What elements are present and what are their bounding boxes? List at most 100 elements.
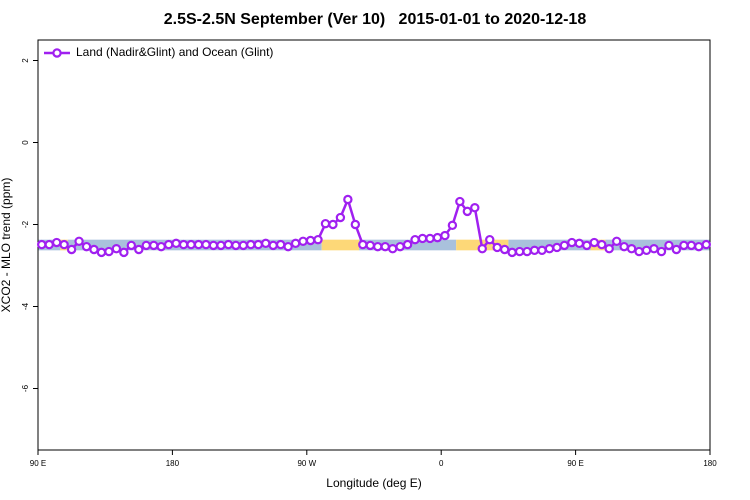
data-point <box>275 239 286 250</box>
data-point <box>679 240 689 251</box>
data-point <box>365 240 375 251</box>
data-point <box>477 243 487 254</box>
y-tick-label: 2 <box>21 58 30 63</box>
data-point <box>641 245 652 256</box>
data-point <box>492 242 502 253</box>
data-point <box>455 196 465 207</box>
data-point <box>387 243 398 254</box>
y-axis-label: XCO2 - MLO trend (ppm) <box>0 178 13 313</box>
data-point <box>66 244 77 255</box>
data-point <box>574 238 585 249</box>
data-point <box>626 243 637 254</box>
data-point <box>649 243 659 254</box>
data-point <box>529 245 540 256</box>
data-point <box>589 237 599 248</box>
data-point <box>141 240 151 251</box>
data-point <box>156 241 166 252</box>
data-point <box>522 246 532 257</box>
data-point <box>395 241 405 252</box>
data-point <box>335 212 346 223</box>
data-point <box>582 240 592 251</box>
y-tick-label: -2 <box>21 220 30 228</box>
data-point <box>178 239 189 250</box>
data-point <box>111 243 122 254</box>
data-point <box>358 239 368 250</box>
data-point <box>149 240 159 251</box>
data-point <box>499 244 510 255</box>
data-point <box>537 245 547 256</box>
data-point <box>507 247 517 258</box>
data-point <box>664 240 674 251</box>
data-point <box>268 240 278 251</box>
data-point <box>44 239 54 250</box>
data-point <box>380 241 390 252</box>
data-point <box>96 247 107 258</box>
x-tick-label: 90 E <box>567 459 583 468</box>
data-point <box>290 238 301 249</box>
data-point <box>253 239 263 250</box>
data-point <box>604 243 614 254</box>
data-point <box>89 244 99 255</box>
data-point <box>126 240 137 251</box>
data-point <box>186 239 196 250</box>
data-point <box>544 243 555 254</box>
data-point <box>313 234 323 245</box>
data-point <box>223 239 234 250</box>
data-point <box>81 241 92 252</box>
data-point <box>134 244 144 255</box>
data-point <box>432 232 443 243</box>
data-point <box>567 237 577 248</box>
x-tick-label: 90 E <box>30 459 46 468</box>
data-point <box>305 235 316 246</box>
data-point <box>74 236 84 247</box>
data-point <box>350 219 361 230</box>
data-point <box>671 244 682 255</box>
data-point <box>59 239 69 250</box>
data-point <box>634 246 644 257</box>
data-point <box>298 236 308 247</box>
data-point <box>208 240 219 251</box>
data-point <box>410 234 420 245</box>
data-point <box>328 219 338 230</box>
data-point <box>163 239 174 250</box>
data-point <box>343 194 353 205</box>
data-point <box>104 246 114 257</box>
surface-band <box>605 239 710 251</box>
data-point <box>485 234 495 245</box>
data-point <box>417 233 428 244</box>
data-point <box>51 237 62 248</box>
data-point <box>37 239 47 250</box>
data-point <box>686 240 697 251</box>
x-tick-label: 0 <box>439 459 444 468</box>
data-point <box>656 246 667 257</box>
y-tick-label: 0 <box>21 140 30 145</box>
x-axis-label: Longitude (deg E) <box>326 476 421 490</box>
data-point <box>320 218 331 229</box>
x-tick-label: 180 <box>703 459 717 468</box>
data-point <box>447 220 458 231</box>
data-point <box>283 241 293 252</box>
y-tick-label: -4 <box>21 302 30 310</box>
data-point <box>701 239 711 250</box>
data-point <box>119 247 129 258</box>
data-point <box>238 240 249 251</box>
data-point <box>261 238 271 249</box>
x-tick-label: 90 W <box>297 459 316 468</box>
data-point <box>694 241 704 252</box>
data-point <box>171 238 181 249</box>
y-tick-label: -6 <box>21 384 30 392</box>
data-point <box>373 241 383 252</box>
data-point <box>193 239 204 250</box>
data-point <box>425 233 435 244</box>
data-point <box>619 241 629 252</box>
chart-title: 2.5S-2.5N September (Ver 10) 2015-01-01 … <box>164 11 587 28</box>
data-point <box>440 230 450 241</box>
legend-label: Land (Nadir&Glint) and Ocean (Glint) <box>76 45 273 59</box>
x-tick-label: 180 <box>166 459 180 468</box>
data-point <box>559 240 570 251</box>
data-point <box>216 240 226 251</box>
data-point <box>402 239 413 250</box>
data-point <box>462 206 473 217</box>
data-point <box>552 242 562 253</box>
